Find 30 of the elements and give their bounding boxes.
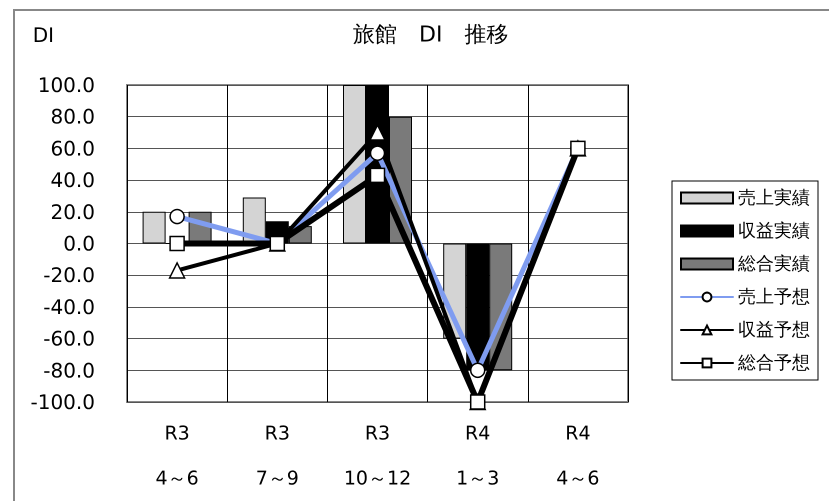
y-tick-label: 0.0	[63, 232, 95, 256]
point	[168, 262, 186, 279]
y-tick-label: -80.0	[43, 358, 95, 382]
category-label: R3 4～6	[156, 422, 199, 490]
y-tick-label: -20.0	[43, 263, 95, 288]
y-tick-label: -60.0	[43, 326, 95, 351]
y-tick-label: 20.0	[50, 200, 95, 224]
legend-label: 売上実績	[738, 188, 810, 208]
y-tick-label: 40.0	[50, 168, 95, 192]
y-tick-label: 100.0	[38, 73, 95, 97]
legend-label: 収益予想	[738, 320, 810, 340]
y-axis-title: DI	[32, 23, 54, 47]
legend-label: 総合予想	[737, 352, 810, 374]
y-tick-label: -40.0	[43, 294, 95, 319]
point	[470, 394, 486, 410]
chart-title: 旅館 DI 推移	[353, 22, 508, 48]
category-label: R3 10～12	[344, 422, 412, 490]
legend-label: 売上予想	[738, 286, 810, 308]
category-label: R3 7～9	[256, 422, 299, 490]
point	[570, 140, 586, 156]
bar	[142, 212, 166, 244]
legend-label: 総合実績	[737, 254, 810, 274]
y-tick-label: 80.0	[50, 104, 95, 129]
point	[370, 168, 386, 184]
legend-label: 収益実績	[738, 220, 810, 242]
category-label: R4 1～3	[456, 422, 500, 490]
category-label: R4 4～6	[556, 422, 600, 490]
point	[169, 236, 185, 252]
y-tick-label: -100.0	[30, 390, 95, 414]
y-tick-label: 60.0	[50, 136, 95, 160]
